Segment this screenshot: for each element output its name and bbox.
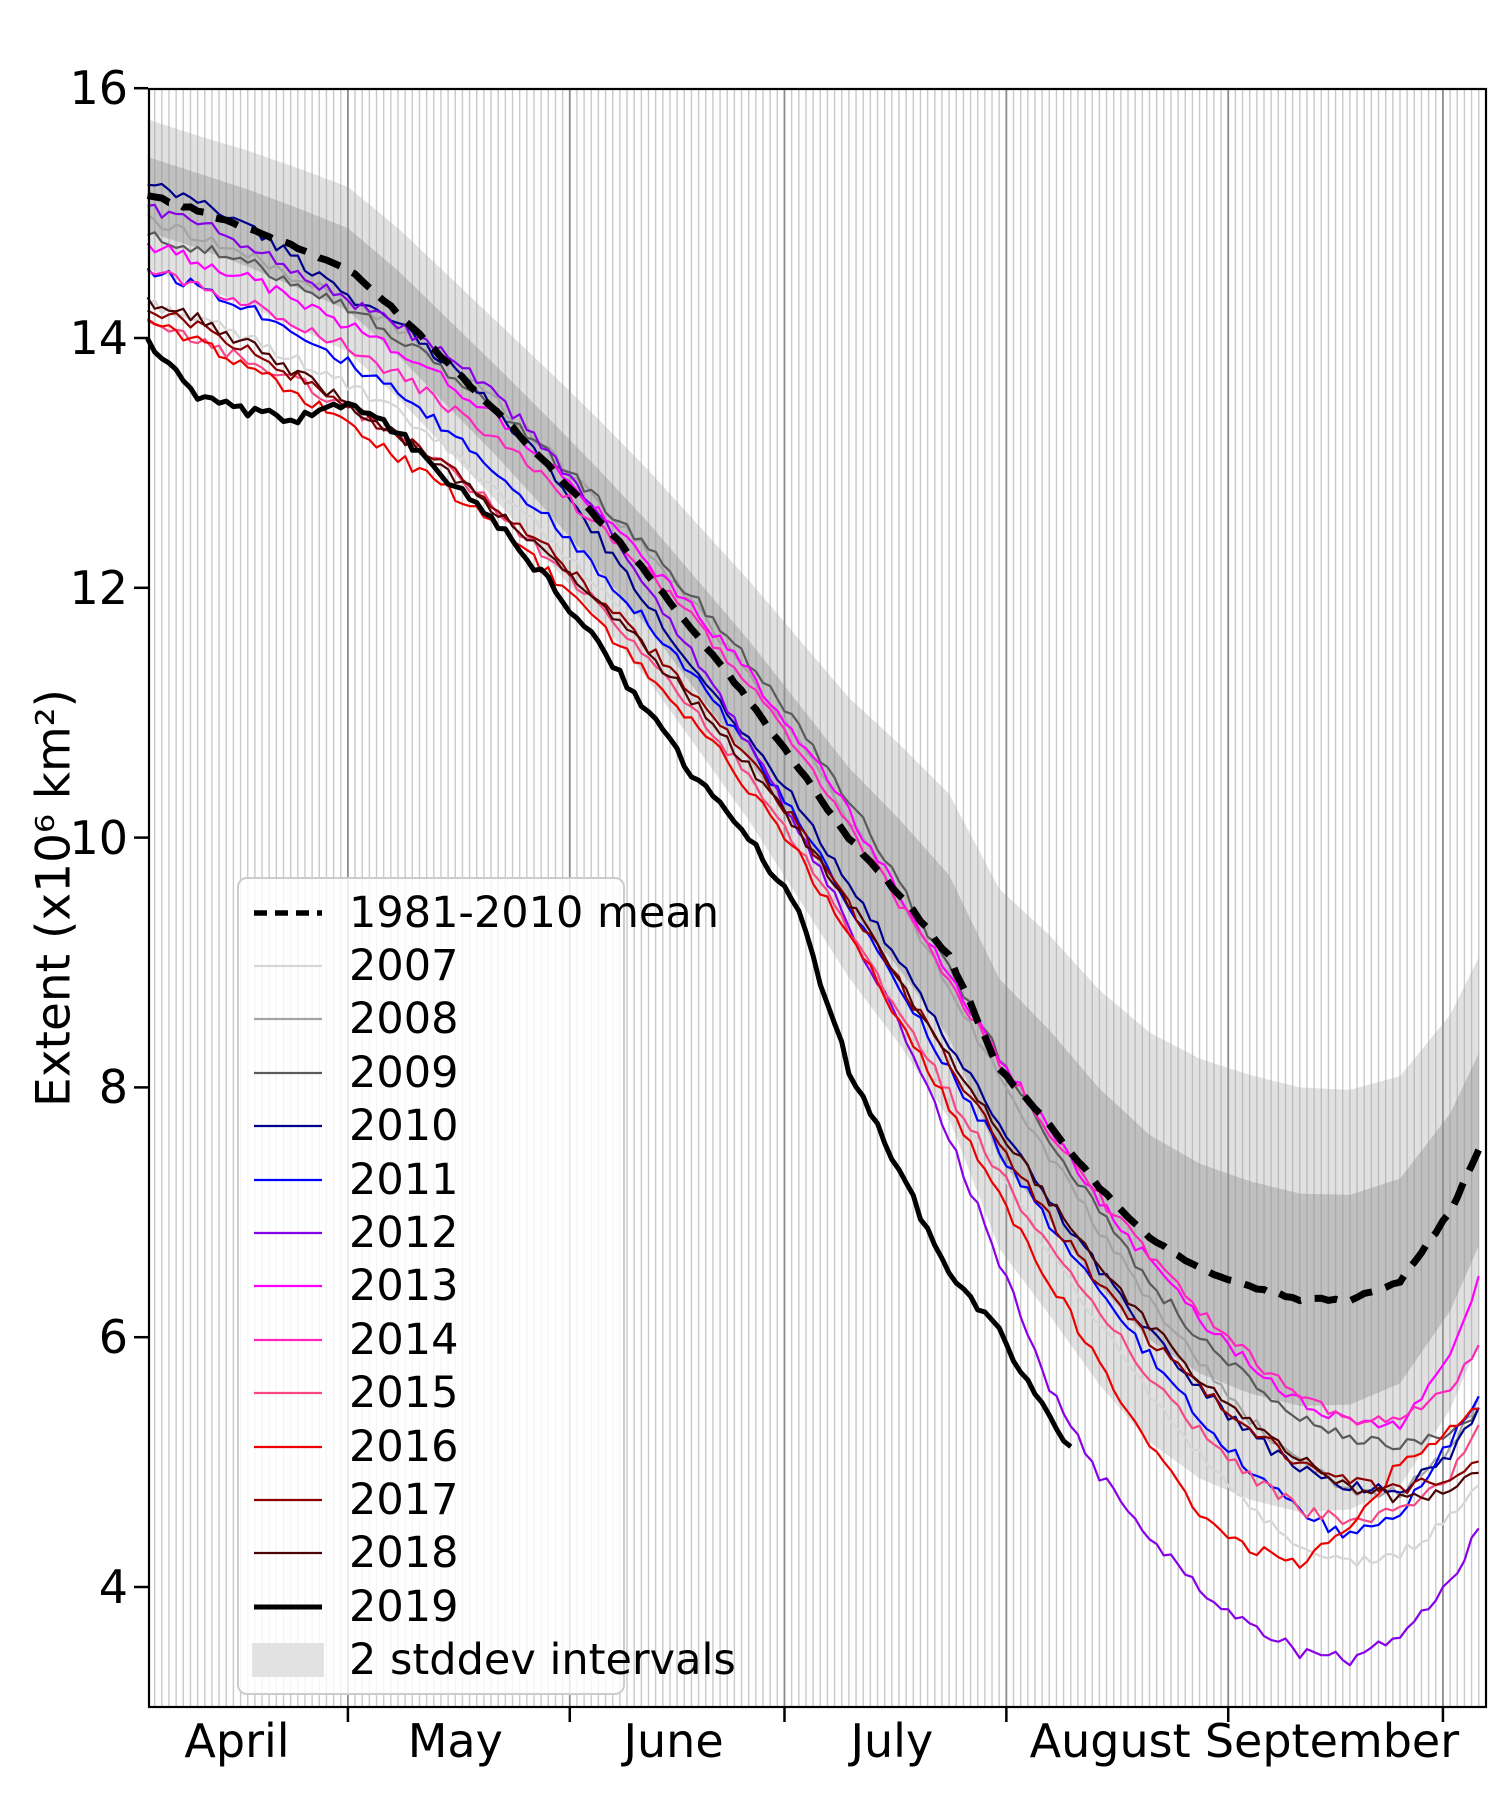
legend-label: 2013: [349, 1261, 459, 1312]
line-sample: [252, 1480, 324, 1520]
legend-label: 2018: [349, 1528, 459, 1579]
y-axis-label: Extent (x10⁶ km²): [26, 689, 82, 1107]
legend-label: 2019: [349, 1581, 459, 1632]
line-sample: [252, 946, 324, 986]
y-tick-label-16: 16: [69, 61, 128, 116]
legend-label: 2 stddev intervals: [349, 1635, 736, 1686]
legend-item-1981-2010-mean: 1981-2010 mean: [239, 886, 719, 939]
legend-label: 1981-2010 mean: [349, 887, 719, 938]
legend-item-2007: 2007: [239, 939, 623, 992]
y-tick-label-12: 12: [69, 560, 128, 615]
legend-item-2010: 2010: [239, 1100, 623, 1153]
y-tick-label-14: 14: [69, 311, 128, 365]
series-2009-line: [147, 231, 1480, 1451]
x-tick-label-april: April: [184, 1714, 290, 1768]
series-2014-line: [147, 269, 1480, 1426]
line-sample: [252, 999, 324, 1039]
stddev-patch-sample: [252, 1643, 324, 1678]
series-2019-line: [145, 337, 1073, 1449]
y-tick-label-4: 4: [98, 1560, 128, 1614]
series-2008-line: [146, 212, 1480, 1499]
legend-label: 2010: [349, 1101, 459, 1152]
series-2012-line: [147, 203, 1480, 1667]
line-sample: [252, 1106, 324, 1146]
x-tick-label-july: July: [850, 1714, 934, 1768]
legend-label: 2015: [349, 1368, 459, 1419]
y-tick-label-8: 8: [98, 1060, 128, 1115]
series-2010-line: [147, 182, 1480, 1494]
legend-item-2013: 2013: [239, 1260, 623, 1313]
legend-item-2014: 2014: [239, 1313, 623, 1366]
mean-line: [146, 192, 1482, 1305]
series-2007-line: [146, 299, 1480, 1568]
legend-item-2015: 2015: [239, 1367, 623, 1420]
line-sample: [252, 1266, 324, 1306]
x-tick-label-may: May: [407, 1714, 503, 1768]
stddev-band-outer: [147, 119, 1479, 1513]
legend-label: 2008: [349, 994, 459, 1045]
legend-item-2016: 2016: [239, 1420, 623, 1473]
line-sample: [252, 1587, 324, 1627]
series-2018-line: [146, 296, 1479, 1504]
y-tick-label-10: 10: [69, 810, 128, 865]
legend-label: 2012: [349, 1208, 459, 1259]
legend-label: 2009: [349, 1047, 459, 1098]
series-2013-line: [146, 242, 1480, 1431]
y-tick-label-6: 6: [98, 1310, 128, 1365]
stddev-band-inner: [147, 156, 1479, 1406]
line-sample: [252, 1160, 324, 1200]
legend-label: 2016: [349, 1421, 459, 1472]
series-2016-line: [146, 318, 1479, 1569]
legend-item-2009: 2009: [239, 1046, 623, 1099]
legend-item-2018: 2018: [239, 1527, 623, 1580]
axes-frame: [147, 87, 1488, 1709]
legend-item-2012: 2012: [239, 1206, 623, 1259]
line-sample: [252, 1320, 324, 1360]
x-tick-label-august: August: [1029, 1714, 1191, 1768]
line-sample: [252, 1533, 324, 1573]
series-2011-line: [146, 267, 1480, 1539]
legend-item-2017: 2017: [239, 1473, 623, 1526]
series-2017-line: [147, 309, 1479, 1495]
line-sample: [252, 893, 324, 933]
line-sample: [252, 1427, 324, 1467]
legend-label: 2007: [349, 941, 459, 992]
line-sample: [252, 1213, 324, 1253]
legend-label: 2014: [349, 1314, 459, 1365]
legend-item-2019: 2019: [239, 1580, 623, 1633]
line-sample: [252, 1053, 324, 1093]
line-sample: [252, 1373, 324, 1413]
legend-label: 2011: [349, 1154, 459, 1205]
legend: 1981-2010 mean 2007 2008 2009 2010 2011 2012 20…: [237, 877, 736, 1695]
x-tick-label-june: June: [623, 1714, 724, 1768]
legend-label: 2017: [349, 1474, 459, 1525]
x-tick-label-september: September: [1204, 1714, 1460, 1768]
legend-item-2011: 2011: [239, 1153, 623, 1206]
legend-item-2-stddev-intervals: 2 stddev intervals: [239, 1633, 736, 1686]
legend-item-2008: 2008: [239, 993, 623, 1046]
